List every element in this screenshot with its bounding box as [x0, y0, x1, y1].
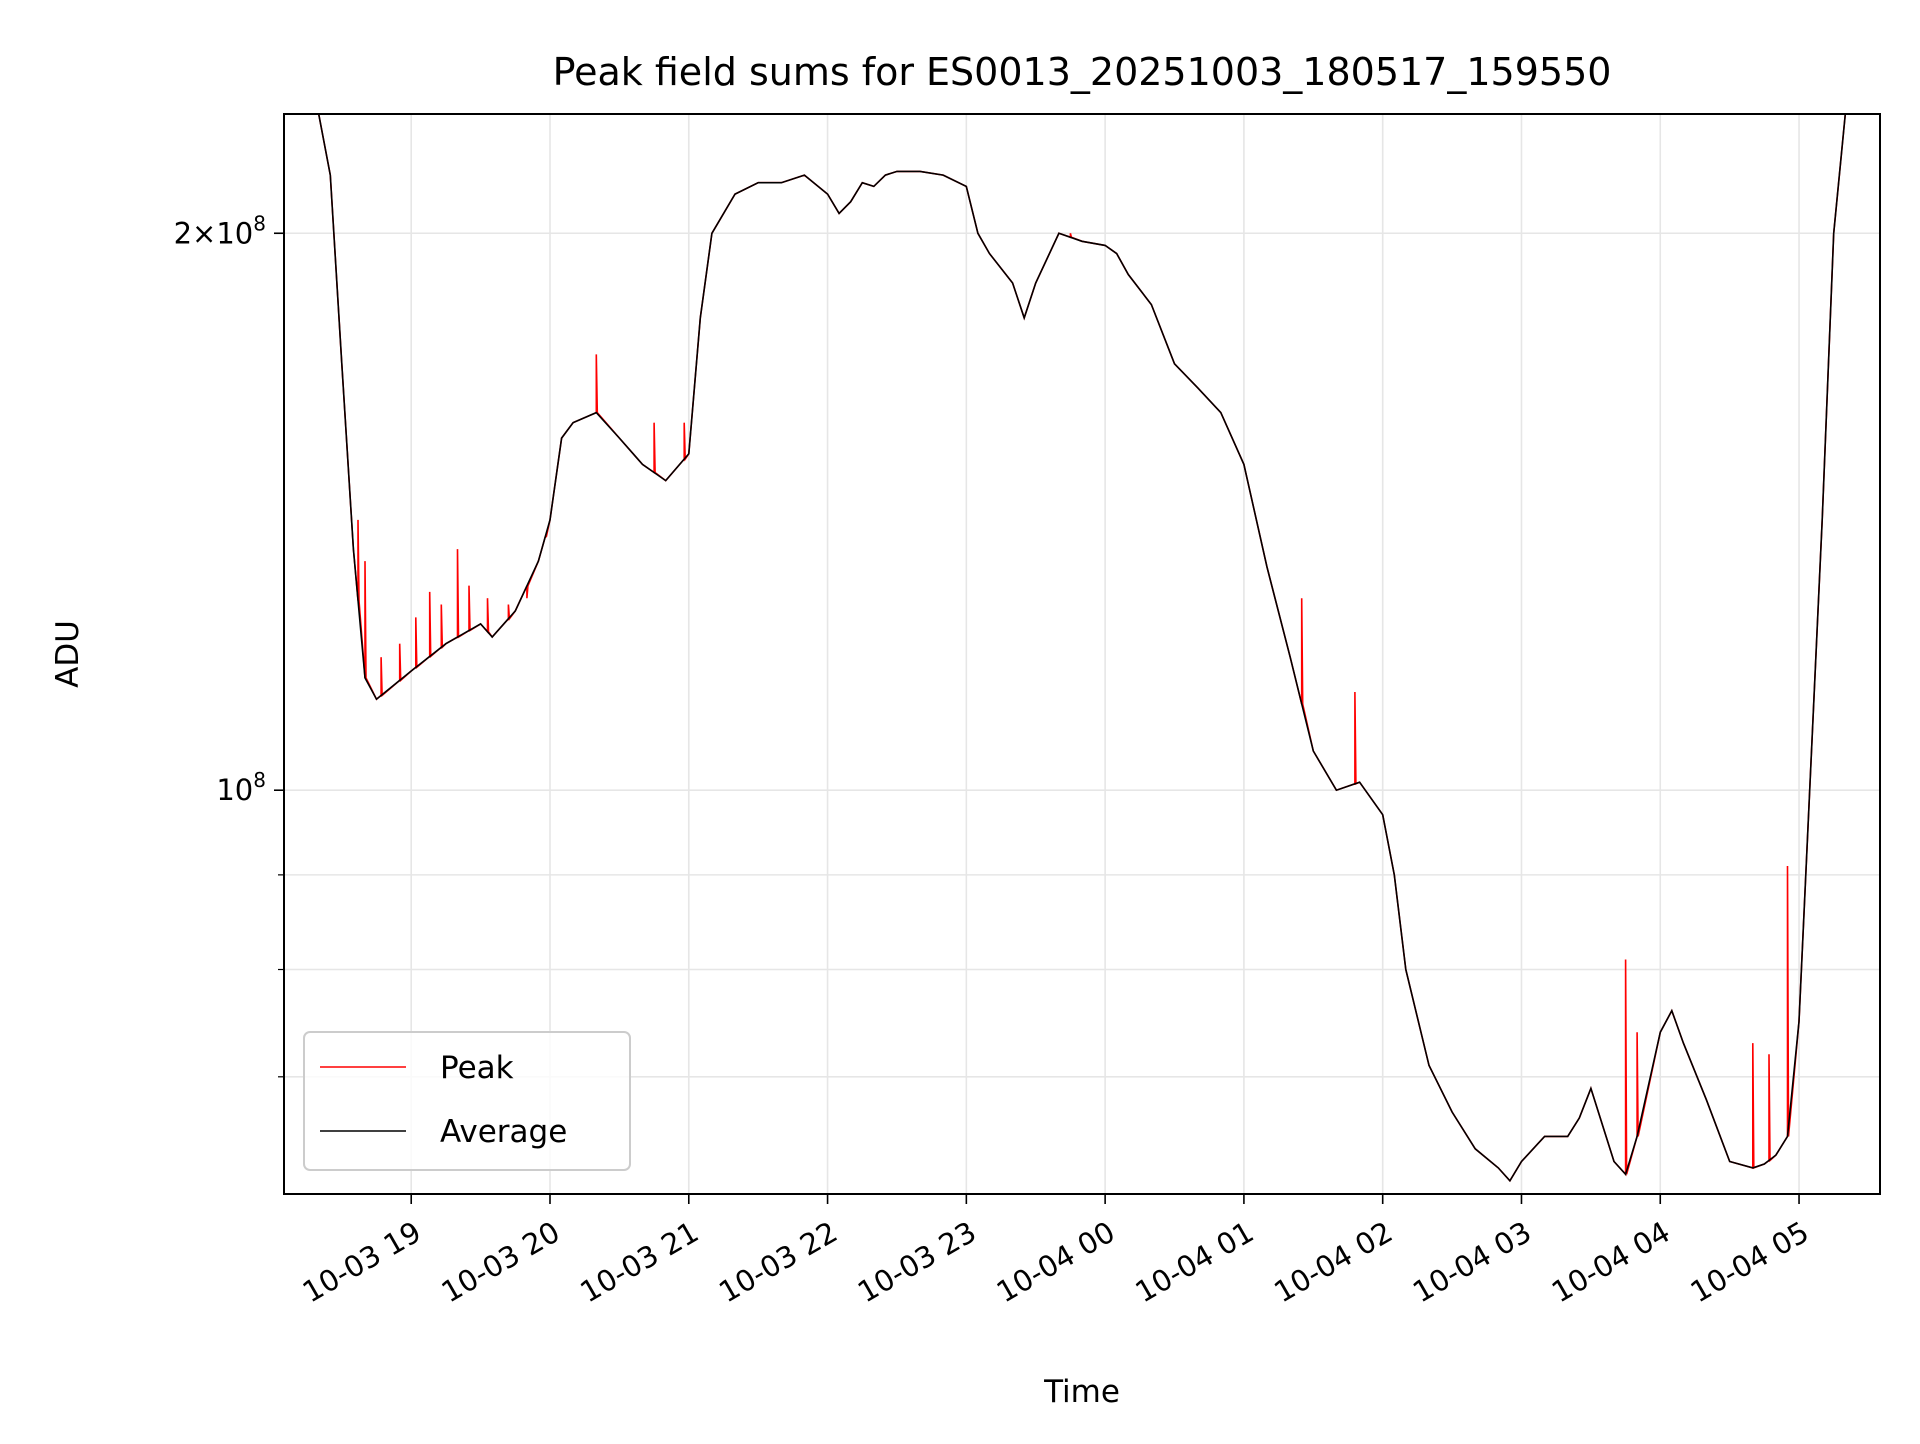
legend: Peak Average	[303, 1031, 631, 1171]
plot-frame	[283, 113, 1881, 1195]
y-tick-label: 2×108	[174, 211, 266, 250]
y-tick-label: 108	[216, 768, 266, 807]
legend-average-label: Average	[440, 1114, 567, 1150]
legend-peak-label: Peak	[440, 1050, 514, 1086]
y-axis-label: ADU	[50, 620, 86, 688]
chart-title: Peak field sums for ES0013_20251003_1805…	[553, 50, 1612, 94]
axes	[283, 113, 1881, 1195]
average-series-line	[284, 114, 1880, 1183]
x-axis-label: Time	[1043, 1374, 1120, 1410]
plot-data	[284, 114, 1880, 1183]
